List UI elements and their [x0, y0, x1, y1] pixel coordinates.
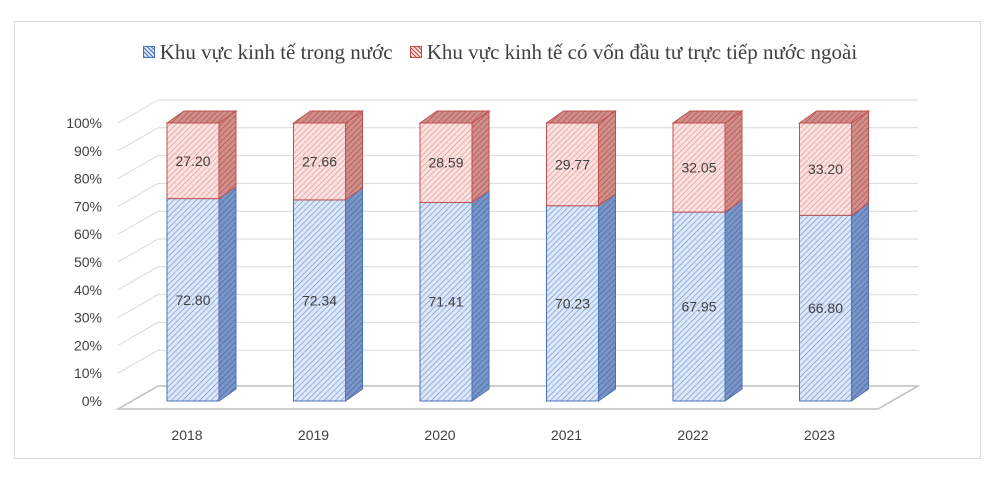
legend-swatch-domestic — [142, 46, 155, 58]
x-tick-label: 2018 — [171, 427, 202, 443]
bar-fdi — [293, 122, 346, 201]
x-tick-label: 2022 — [677, 427, 708, 443]
gridline-side — [117, 266, 159, 291]
gridline-side — [117, 349, 159, 374]
y-tick-label: 10% — [74, 365, 102, 381]
gridline-side — [117, 294, 159, 319]
legend-label-fdi: Khu vực kinh tế có vốn đầu tư trực tiếp … — [426, 40, 858, 64]
bar-side-fdi — [471, 110, 490, 204]
data-label: 27.66 — [302, 153, 337, 169]
bar-side-domestic — [471, 189, 490, 402]
data-label: 71.41 — [428, 294, 463, 310]
x-tick-label: 2019 — [298, 427, 329, 443]
data-label: 72.34 — [302, 292, 337, 308]
legend-item-domestic: Khu vực kinh tế trong nước — [142, 40, 393, 65]
bar-side-fdi — [218, 110, 237, 200]
bar-domestic — [799, 214, 852, 402]
bar-domestic — [166, 198, 220, 402]
y-tick-label: 0% — [82, 393, 102, 409]
data-label: 66.80 — [808, 300, 843, 316]
y-tick-label: 100% — [66, 115, 102, 131]
y-tick-label: 20% — [74, 337, 102, 353]
bar-domestic — [419, 201, 473, 402]
bar-fdi — [799, 122, 852, 216]
y-tick-label: 80% — [74, 171, 102, 187]
legend-swatch-fdi — [409, 46, 422, 58]
y-tick-label: 90% — [74, 143, 102, 159]
bar-side-domestic — [851, 202, 869, 402]
y-tick-label: 40% — [74, 282, 102, 298]
grid-layer — [117, 99, 918, 374]
y-tick-label: 70% — [74, 198, 102, 214]
y-tick-label: 60% — [74, 226, 102, 242]
data-label: 67.95 — [681, 299, 716, 315]
floor-plane — [115, 385, 921, 410]
x-tick-label: 2021 — [551, 427, 582, 443]
bar-side-domestic — [345, 186, 363, 402]
chart-floor — [115, 385, 921, 410]
bar-side-domestic — [598, 192, 616, 402]
x-tick-label: 2020 — [424, 427, 455, 443]
legend-label-domestic: Khu vực kinh tế trong nước — [159, 40, 393, 64]
bar-side-fdi — [724, 110, 743, 214]
labels-layer: 0% 10% 20% 30% 40% 50% 60% 70% 80% 90% 100% 72.80 27… — [66, 115, 843, 443]
data-label: 70.23 — [555, 295, 590, 311]
data-label: 27.20 — [175, 153, 210, 169]
data-label: 72.80 — [175, 292, 210, 308]
legend: Khu vực kinh tế trong nước Khu vực kinh … — [0, 40, 1000, 65]
bar-domestic — [293, 199, 346, 402]
bar-fdi — [419, 122, 473, 203]
data-label: 28.59 — [428, 155, 463, 171]
gridline-side — [117, 155, 159, 180]
bar-side-domestic — [218, 185, 237, 402]
y-tick-label: 50% — [74, 254, 102, 270]
bar-side-fdi — [345, 110, 363, 201]
gridline-side — [117, 321, 159, 346]
data-label: 29.77 — [555, 156, 590, 172]
bar-fdi — [166, 122, 220, 200]
data-label: 32.05 — [681, 160, 716, 176]
bar-domestic — [672, 211, 726, 402]
data-label: 33.20 — [808, 161, 843, 177]
gridline-side — [117, 210, 159, 235]
bar-fdi — [672, 122, 726, 213]
bar-fdi — [546, 122, 599, 207]
bar-side-fdi — [851, 110, 869, 217]
gridline-side — [117, 127, 159, 152]
legend-item-fdi: Khu vực kinh tế có vốn đầu tư trực tiếp … — [409, 40, 858, 65]
gridline-side — [117, 238, 159, 263]
bar-side-fdi — [598, 110, 616, 207]
bar-side-domestic — [724, 199, 743, 402]
x-tick-label: 2023 — [804, 427, 835, 443]
y-tick-label: 30% — [74, 310, 102, 326]
bars-layer — [165, 110, 871, 402]
gridline-side — [117, 99, 159, 124]
gridline-side — [117, 182, 159, 207]
